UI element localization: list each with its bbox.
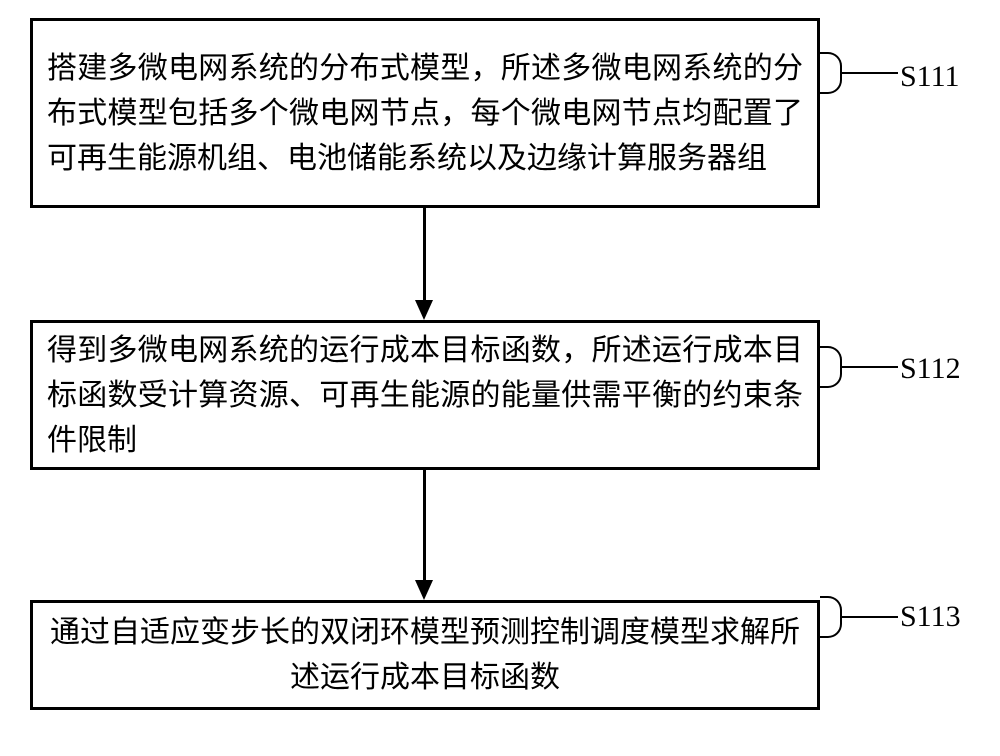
arrow-line: [423, 470, 426, 580]
node-label-s113: S113: [900, 600, 961, 634]
node-text: 通过自适应变步长的双闭环模型预测控制调度模型求解所述运行成本目标函数: [47, 610, 803, 700]
node-text: 得到多微电网系统的运行成本目标函数，所述运行成本目标函数受计算资源、可再生能源的…: [47, 328, 803, 463]
label-connector-icon: [820, 346, 842, 388]
flowchart-node-s111: 搭建多微电网系统的分布式模型，所述多微电网系统的分布式模型包括多个微电网节点，每…: [30, 18, 820, 208]
flowchart-canvas: 搭建多微电网系统的分布式模型，所述多微电网系统的分布式模型包括多个微电网节点，每…: [0, 0, 1000, 756]
arrow-line: [423, 208, 426, 300]
label-connector-icon: [820, 52, 842, 94]
node-label-s111: S111: [900, 60, 959, 94]
label-connector-tail: [842, 72, 898, 74]
node-text: 搭建多微电网系统的分布式模型，所述多微电网系统的分布式模型包括多个微电网节点，每…: [47, 46, 803, 181]
flowchart-node-s113: 通过自适应变步长的双闭环模型预测控制调度模型求解所述运行成本目标函数: [30, 600, 820, 710]
label-connector-tail: [842, 616, 898, 618]
label-connector-icon: [820, 596, 842, 638]
label-connector-tail: [842, 366, 898, 368]
arrow-head-icon: [415, 580, 433, 600]
arrow-head-icon: [415, 300, 433, 320]
node-label-s112: S112: [900, 352, 961, 386]
flowchart-node-s112: 得到多微电网系统的运行成本目标函数，所述运行成本目标函数受计算资源、可再生能源的…: [30, 320, 820, 470]
